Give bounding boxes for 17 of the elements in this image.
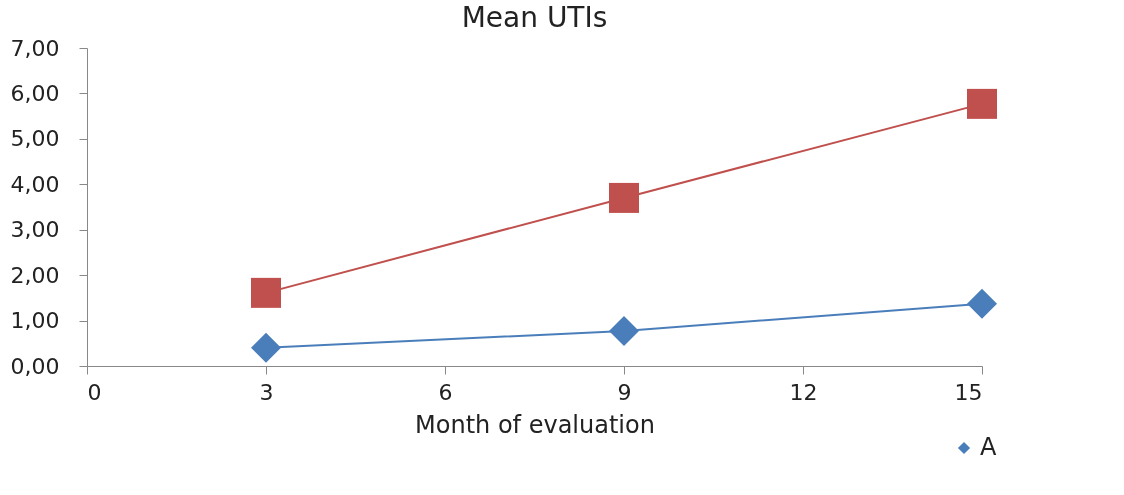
y-tick-label: 4,00 bbox=[10, 171, 60, 197]
x-tick-label: 9 bbox=[617, 379, 632, 405]
chart-title: Mean UTIs bbox=[461, 1, 608, 34]
x-tick-label: 12 bbox=[789, 379, 818, 405]
x-tick-label: 6 bbox=[438, 379, 453, 405]
legend-label: A bbox=[980, 433, 997, 461]
x-tick-label: 3 bbox=[259, 379, 274, 405]
y-tick-label: 0,00 bbox=[10, 353, 60, 379]
y-tick-label: 3,00 bbox=[10, 217, 60, 243]
x-tick-label: 15 bbox=[954, 379, 983, 405]
y-tick-label: 2,00 bbox=[10, 262, 60, 288]
y-tick-label: 5,00 bbox=[10, 126, 60, 152]
y-tick-label: 1,00 bbox=[10, 308, 60, 334]
y-tick-label: 6,00 bbox=[10, 80, 60, 106]
x-tick-label: 0 bbox=[87, 379, 102, 405]
y-tick-label: 7,00 bbox=[10, 35, 60, 61]
x-axis-title: Month of evaluation bbox=[415, 410, 655, 439]
